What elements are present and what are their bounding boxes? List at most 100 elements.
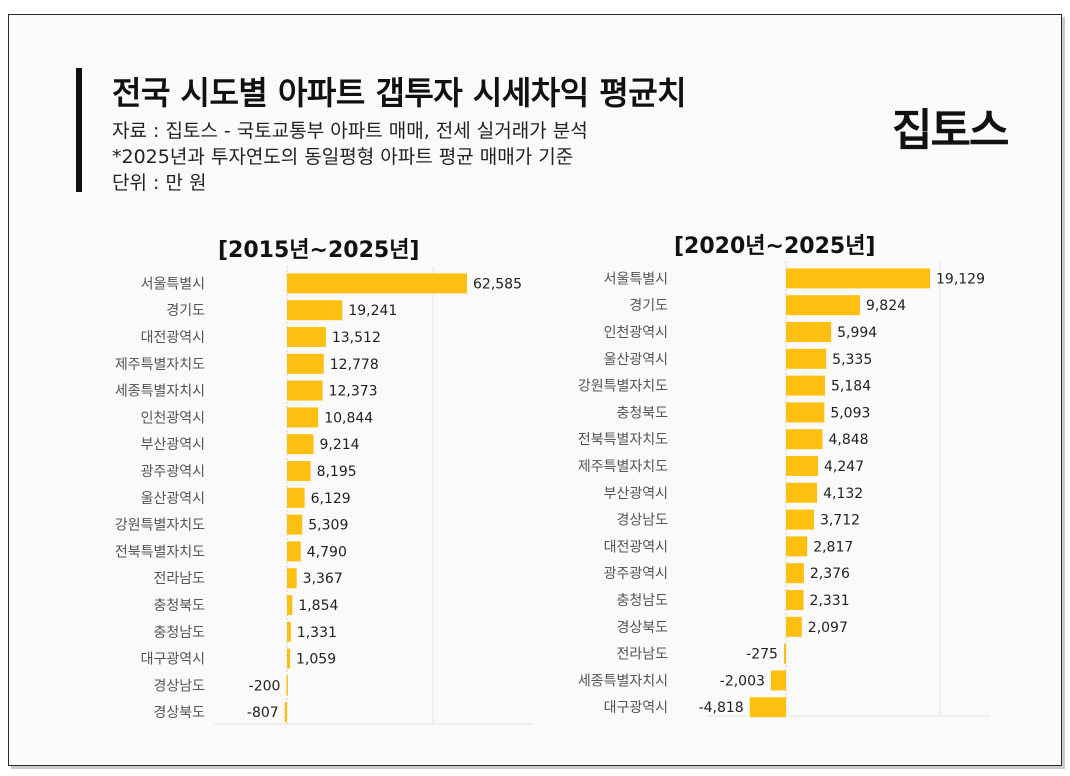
category-label: 부산광역시	[141, 437, 205, 453]
data-label: 2,817	[813, 539, 853, 555]
data-label: 5,184	[831, 379, 871, 395]
data-label: 5,093	[830, 405, 870, 421]
bar	[287, 648, 291, 669]
data-label: 9,824	[866, 298, 906, 314]
category-label: 경기도	[166, 303, 205, 319]
data-label: 3,367	[303, 571, 343, 587]
bar	[786, 322, 832, 342]
data-label: 2,097	[808, 620, 848, 636]
bar	[786, 402, 825, 423]
bar	[287, 514, 303, 535]
category-label: 서울특별시	[141, 276, 205, 292]
source-text: 자료 : 집토스 - 국토교통부 아파트 매매, 전세 실거래가 분석	[112, 120, 588, 142]
category-label: 경상남도	[616, 513, 668, 529]
data-label: 4,790	[307, 544, 347, 560]
bar	[786, 456, 818, 476]
bar	[287, 621, 291, 642]
bar	[287, 461, 311, 481]
data-label: 6,129	[311, 491, 351, 507]
category-label: 경상북도	[153, 705, 205, 721]
bar	[287, 568, 297, 589]
data-label: 5,335	[832, 352, 872, 368]
category-label: 충청북도	[153, 598, 205, 614]
bar	[287, 353, 324, 374]
category-label: 전라남도	[153, 571, 205, 587]
bar	[770, 670, 786, 691]
data-label: -200	[249, 678, 281, 694]
category-label: 제주특별자치도	[578, 459, 668, 475]
bar	[749, 697, 786, 718]
chart-card	[8, 14, 1062, 766]
category-label: 대구광역시	[141, 652, 205, 668]
bar	[786, 295, 860, 316]
category-label: 충청남도	[153, 625, 205, 641]
data-label: 5,309	[308, 518, 348, 534]
category-label: 충청북도	[616, 405, 668, 421]
data-label: 5,994	[837, 325, 877, 341]
data-label: 2,331	[810, 593, 850, 609]
data-label: -2,003	[720, 673, 765, 689]
data-label: -275	[746, 647, 778, 663]
chart-title-2020: [2020년~2025년]	[674, 234, 876, 259]
category-label: 제주특별자치도	[115, 357, 205, 373]
unit-text: 단위 : 만 원	[112, 172, 207, 194]
data-label: 12,373	[329, 384, 378, 400]
bar	[287, 380, 323, 401]
bar	[287, 407, 319, 428]
data-label: 4,848	[828, 432, 868, 448]
category-label: 광주광역시	[141, 464, 205, 480]
data-label: -4,818	[699, 700, 744, 716]
bar	[287, 595, 293, 615]
bar	[287, 300, 343, 321]
bar	[783, 643, 786, 664]
category-label: 부산광역시	[604, 486, 668, 502]
category-label: 경기도	[629, 298, 668, 314]
category-label: 경상북도	[616, 620, 668, 636]
data-label: 1,854	[298, 598, 338, 614]
category-label: 대구광역시	[604, 700, 668, 716]
bar	[786, 268, 930, 289]
brand-logo: 집토스	[892, 105, 1009, 156]
data-label: -807	[247, 705, 279, 721]
category-label: 경상남도	[153, 678, 205, 694]
bar	[786, 482, 818, 503]
data-label: 9,214	[320, 437, 360, 453]
bar	[287, 487, 305, 508]
bar	[786, 348, 827, 369]
category-label: 충청남도	[616, 593, 668, 609]
bar	[786, 616, 802, 637]
bar	[284, 702, 287, 723]
bar	[287, 434, 314, 455]
data-label: 13,512	[332, 330, 381, 346]
data-label: 12,778	[330, 357, 379, 373]
bar	[287, 273, 467, 294]
category-label: 광주광역시	[604, 566, 668, 582]
data-label: 3,712	[820, 513, 860, 529]
category-label: 전라남도	[616, 647, 668, 663]
category-label: 인천광역시	[141, 410, 205, 426]
category-label: 대전광역시	[604, 539, 668, 555]
category-label: 대전광역시	[141, 330, 205, 346]
bar	[786, 375, 826, 396]
data-label: 19,241	[348, 303, 397, 319]
bar	[786, 563, 804, 584]
category-label: 인천광역시	[604, 325, 668, 341]
title-accent-bar	[76, 68, 82, 192]
data-label: 8,195	[317, 464, 357, 480]
data-label: 1,059	[296, 652, 336, 668]
data-label: 2,376	[810, 566, 850, 582]
data-label: 4,132	[823, 486, 863, 502]
bar	[286, 675, 288, 696]
data-label: 4,247	[824, 459, 864, 475]
category-label: 울산광역시	[141, 491, 205, 507]
category-label: 전북특별자치도	[115, 544, 205, 560]
bar	[786, 429, 823, 450]
bar	[786, 590, 804, 610]
category-label: 세종특별자치시	[115, 384, 205, 400]
chart-title-2015: [2015년~2025년]	[218, 238, 420, 263]
category-label: 울산광역시	[604, 352, 668, 368]
category-label: 서울특별시	[604, 271, 668, 287]
data-label: 1,331	[297, 625, 337, 641]
bar	[786, 509, 814, 530]
